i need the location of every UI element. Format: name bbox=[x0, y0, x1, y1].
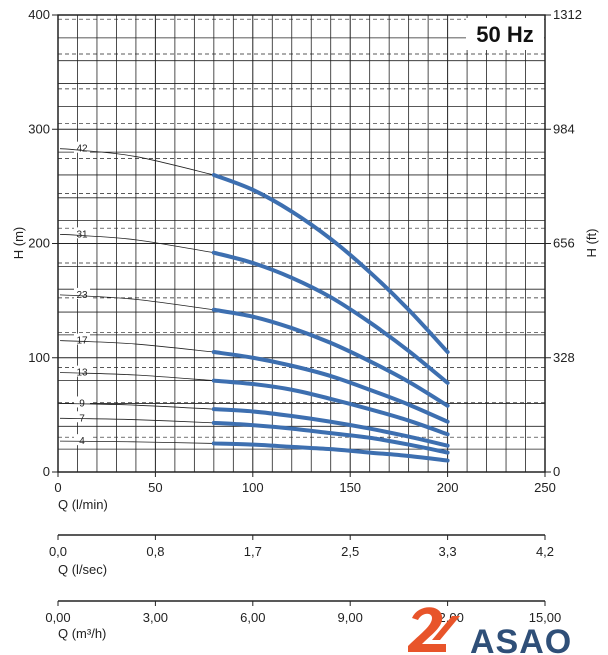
asao-logo: ASAO bbox=[408, 607, 572, 655]
x-tick-label: 250 bbox=[534, 480, 556, 495]
secondary-tick-label: 3,00 bbox=[143, 610, 168, 625]
stage-label-23: 23 bbox=[76, 290, 88, 301]
curve-leadin-7 bbox=[59, 417, 214, 424]
secondary-tick-label: 9,00 bbox=[338, 610, 363, 625]
y-tick-right-label: 656 bbox=[553, 236, 575, 251]
stage-label-bg bbox=[74, 141, 90, 153]
stage-label-bg bbox=[74, 396, 90, 408]
curve-stage-9 bbox=[211, 407, 450, 448]
brand-name: ASAO bbox=[470, 623, 572, 655]
secondary-axis-1-ticks: 0,0 0,8 1,7 2,5 3,3 4,2 bbox=[49, 535, 554, 559]
y-tick-left-label: 300 bbox=[28, 121, 50, 136]
y-tick-left-label: 400 bbox=[28, 7, 50, 22]
secondary-tick-label: 6,00 bbox=[240, 610, 265, 625]
y-tick-right-label: 0 bbox=[553, 464, 560, 479]
curve-stage-17 bbox=[211, 350, 450, 424]
x-ticks: 0 50 100 150 200 250 bbox=[54, 472, 556, 495]
secondary-axis-2-ticks: 0,00 3,00 6,00 9,00 12,00 15,00 bbox=[45, 601, 561, 625]
grid-major bbox=[58, 15, 545, 472]
y-tick-right-label: 1312 bbox=[553, 7, 582, 22]
stage-label-bg bbox=[74, 411, 90, 423]
curve-leadin-23 bbox=[59, 294, 214, 311]
secondary-tick-label: 0,8 bbox=[146, 544, 164, 559]
y-axis-label-left: H (m) bbox=[11, 227, 26, 260]
secondary-tick-label: 4,2 bbox=[536, 544, 554, 559]
secondary-axis-2-label: Q (m³/h) bbox=[58, 626, 106, 641]
frequency-badge: 50 Hz bbox=[476, 22, 533, 47]
curve-stage-31 bbox=[211, 250, 450, 385]
secondary-tick-label: 1,7 bbox=[244, 544, 262, 559]
x-tick-label: 50 bbox=[148, 480, 162, 495]
frequency-badge-bg bbox=[466, 18, 544, 50]
x-tick-label: 200 bbox=[437, 480, 459, 495]
curve-stage-4 bbox=[211, 441, 450, 463]
stage-label-bg bbox=[74, 333, 90, 345]
curve-leadin-17 bbox=[59, 340, 214, 353]
secondary-tick-label: 15,00 bbox=[529, 610, 562, 625]
x-axis-label: Q (l/min) bbox=[58, 497, 108, 512]
y-ticks-left: 0 100 200 300 400 bbox=[28, 7, 58, 479]
stage-label-bg bbox=[74, 434, 90, 446]
stage-label-31: 31 bbox=[76, 229, 88, 240]
y-axis-label-right: H (ft) bbox=[584, 229, 599, 258]
stage-label-bg bbox=[74, 287, 90, 299]
logo-mark-icon bbox=[408, 607, 446, 652]
x-tick-label: 100 bbox=[242, 480, 264, 495]
secondary-axis-1-label: Q (l/sec) bbox=[58, 562, 107, 577]
curve-leadin-31 bbox=[59, 233, 214, 254]
stage-label-bg bbox=[74, 365, 90, 377]
curve-stage-7 bbox=[211, 420, 450, 455]
curve-stage-23 bbox=[211, 307, 450, 408]
secondary-tick-label: 2,5 bbox=[341, 544, 359, 559]
curves bbox=[59, 148, 450, 463]
curve-leadin-9 bbox=[59, 403, 214, 410]
x-tick-label: 150 bbox=[339, 480, 361, 495]
y-tick-left-label: 200 bbox=[28, 236, 50, 251]
curve-leadin-4 bbox=[59, 440, 214, 444]
y-tick-left-label: 0 bbox=[43, 464, 50, 479]
y-tick-right-label: 984 bbox=[553, 121, 575, 136]
stage-label-42: 42 bbox=[76, 144, 88, 155]
stage-label-bg bbox=[74, 227, 90, 239]
secondary-tick-label: 3,3 bbox=[439, 544, 457, 559]
curve-stage-13 bbox=[211, 378, 450, 437]
secondary-tick-label: 0,0 bbox=[49, 544, 67, 559]
y-tick-left-label: 100 bbox=[28, 350, 50, 365]
y-ticks-right: 0 328 656 984 1312 bbox=[545, 7, 582, 479]
y-tick-right-label: 328 bbox=[553, 350, 575, 365]
curve-leadin-13 bbox=[59, 372, 214, 381]
logo-mark-swoosh-icon bbox=[432, 616, 460, 640]
curve-stage-42 bbox=[211, 172, 450, 355]
x-tick-label: 0 bbox=[54, 480, 61, 495]
secondary-tick-label: 0,00 bbox=[45, 610, 70, 625]
curve-leadin-42 bbox=[59, 148, 214, 176]
